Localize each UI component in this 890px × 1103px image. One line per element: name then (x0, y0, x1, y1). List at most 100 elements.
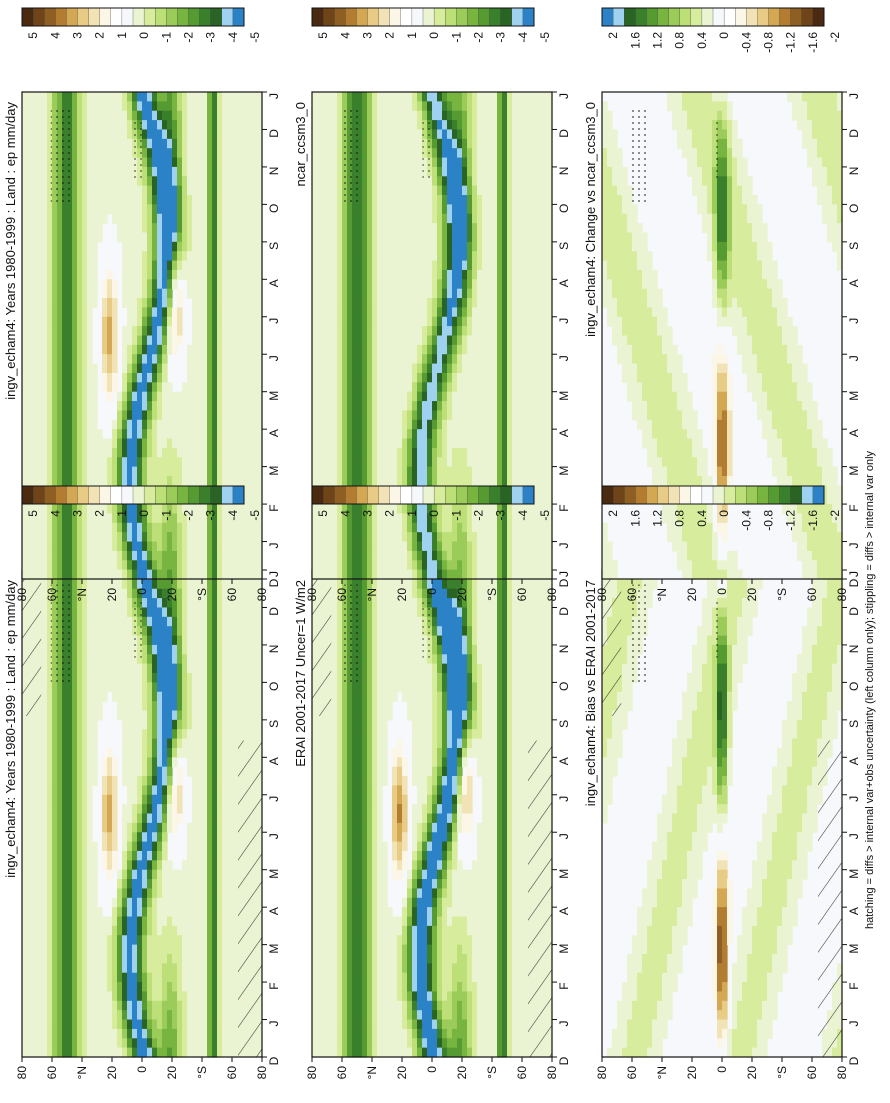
heatmap-cell (67, 1047, 73, 1058)
heatmap-cell (202, 691, 208, 702)
heatmap-cell (72, 635, 78, 646)
heatmap-cell (147, 101, 153, 112)
heatmap-cell (167, 232, 173, 243)
heatmap-cell (32, 138, 38, 149)
heatmap-cell (162, 925, 168, 936)
heatmap-cell (177, 644, 183, 655)
heatmap-cell (157, 513, 163, 524)
heatmap-cell (217, 410, 223, 421)
heatmap-cell (167, 682, 173, 693)
heatmap-cell (167, 1000, 173, 1011)
heatmap-cell (77, 279, 83, 290)
heatmap-cell (232, 579, 238, 590)
heatmap-cell (72, 1019, 78, 1030)
heatmap-cell (212, 626, 218, 637)
heatmap-cell (102, 185, 108, 196)
heatmap-cell (107, 316, 113, 327)
heatmap-cell (207, 569, 213, 580)
heatmap-cell (317, 738, 323, 749)
heatmap-cell (257, 635, 263, 646)
heatmap-cell (52, 401, 58, 412)
heatmap-cell (32, 991, 38, 1002)
heatmap-cell (52, 232, 58, 243)
heatmap-cell (192, 747, 198, 758)
heatmap-cell (217, 963, 223, 974)
heatmap-cell (62, 907, 68, 918)
heatmap-cell (117, 673, 123, 683)
heatmap-cell (122, 635, 128, 646)
heatmap-cell (137, 794, 143, 805)
heatmap-cell (167, 897, 173, 908)
heatmap-cell (237, 513, 243, 524)
heatmap-cell (52, 738, 58, 749)
heatmap-cell (232, 504, 238, 515)
heatmap-cell (122, 747, 128, 758)
heatmap-cell (312, 785, 318, 796)
heatmap-cell (167, 298, 173, 309)
heatmap-cell (192, 626, 198, 637)
heatmap-cell (57, 907, 63, 918)
heatmap-cell (147, 850, 153, 861)
heatmap-cell (212, 401, 218, 412)
heatmap-cell (217, 298, 223, 309)
heatmap-cell (222, 963, 228, 974)
heatmap-cell (107, 935, 113, 946)
lat-tick-label: 20 (165, 1066, 179, 1080)
heatmap-cell (197, 110, 203, 121)
heatmap-cell (207, 110, 213, 121)
heatmap-cell (172, 129, 178, 140)
heatmap-cell (42, 354, 48, 365)
heatmap-cell (57, 513, 63, 524)
heatmap-cell (257, 288, 263, 299)
heatmap-cell (162, 438, 168, 449)
heatmap-cell (22, 738, 28, 749)
heatmap-cell (212, 550, 218, 561)
heatmap-cell (207, 907, 213, 918)
heatmap-cell (127, 466, 133, 477)
heatmap-cell (197, 532, 203, 543)
heatmap-cell (197, 991, 203, 1002)
heatmap-cell (87, 879, 93, 890)
heatmap-cell (82, 579, 88, 590)
heatmap-cell (247, 673, 253, 683)
heatmap-cell (227, 1028, 233, 1039)
heatmap-cell (207, 663, 213, 674)
heatmap-cell (152, 541, 158, 552)
heatmap-cell (142, 776, 148, 787)
heatmap-cell (142, 176, 148, 187)
heatmap-cell (87, 691, 93, 702)
heatmap-cell (97, 701, 103, 712)
heatmap-cell (232, 1010, 238, 1021)
heatmap-cell (117, 101, 123, 112)
heatmap-cell (22, 794, 28, 805)
heatmap-cell (22, 251, 28, 262)
heatmap-cell (237, 654, 243, 665)
heatmap-cell (162, 729, 168, 740)
heatmap-cell (177, 466, 183, 477)
heatmap-cell (157, 213, 163, 224)
month-tick-label: J (267, 571, 281, 577)
heatmap-cell (187, 1010, 193, 1021)
heatmap-cell (232, 288, 238, 299)
heatmap-cell (167, 335, 173, 346)
heatmap-cell (92, 850, 98, 861)
heatmap-cell (157, 522, 163, 533)
heatmap-cell (87, 429, 93, 440)
heatmap-cell (37, 1047, 43, 1058)
heatmap-cell (252, 316, 258, 327)
heatmap-cell (37, 822, 43, 833)
heatmap-cell (72, 223, 78, 234)
heatmap-cell (62, 888, 68, 899)
heatmap-cell (212, 260, 218, 271)
heatmap-cell (72, 879, 78, 890)
heatmap-cell (42, 757, 48, 768)
heatmap-cell (27, 972, 33, 983)
heatmap-cell (142, 204, 148, 215)
heatmap-cell (192, 560, 198, 571)
heatmap-cell (117, 588, 123, 599)
heatmap-cell (102, 654, 108, 665)
heatmap-cell (152, 560, 158, 571)
heatmap-cell (117, 1028, 123, 1039)
heatmap-cell (157, 757, 163, 768)
heatmap-cell (137, 307, 143, 318)
